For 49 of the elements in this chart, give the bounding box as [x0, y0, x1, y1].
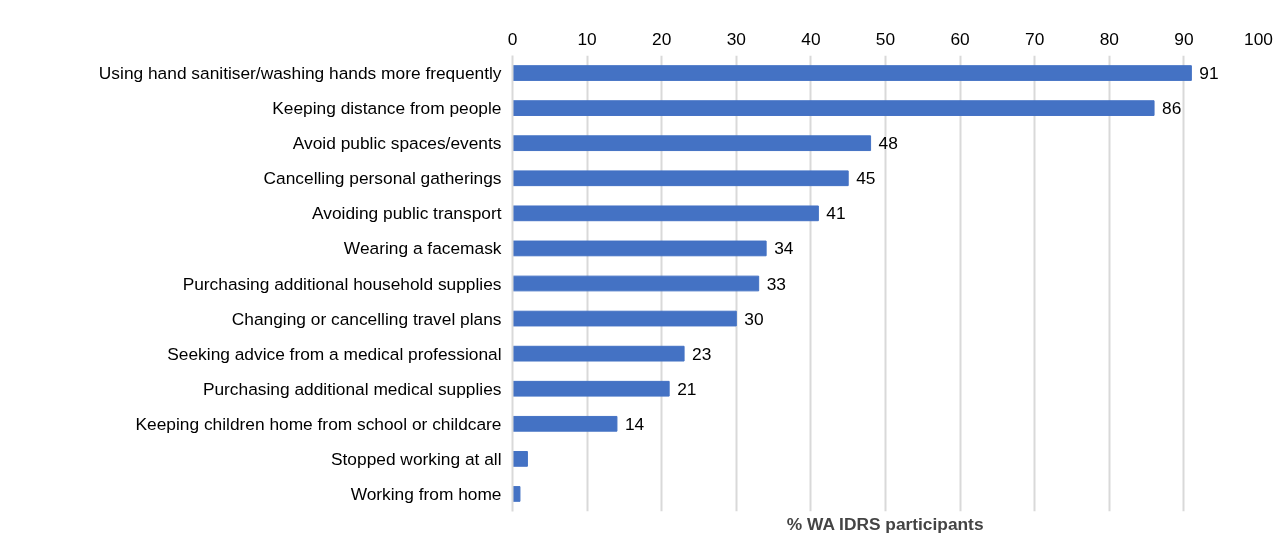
bar	[512, 380, 670, 397]
bar	[512, 415, 618, 432]
y-tick-label: Seeking advice from a medical professional	[167, 343, 502, 364]
bar	[512, 100, 1155, 116]
y-tick-label: Avoiding public transport	[312, 203, 502, 224]
y-tick-label: Cancelling personal gatherings	[263, 168, 502, 189]
bar	[512, 65, 1192, 81]
x-tick-label: 30	[726, 28, 746, 49]
data-label: 91	[1199, 63, 1219, 84]
y-tick-label: Purchasing additional medical supplies	[202, 378, 502, 399]
y-tick-label: Stopped working at all	[331, 448, 502, 469]
y-tick-label: Working from home	[350, 483, 502, 504]
data-label: 48	[878, 133, 898, 154]
data-label: 86	[1162, 98, 1182, 119]
bar	[512, 275, 760, 292]
y-tick-label: Using hand sanitiser/washing hands more frequently	[98, 63, 502, 84]
bar	[512, 135, 872, 152]
x-tick-label: 50	[875, 28, 896, 49]
data-label: 45	[856, 168, 876, 189]
y-tick-label: Wearing a facemask	[343, 238, 502, 259]
data-label: 21	[677, 378, 697, 399]
data-label: 34	[774, 238, 794, 259]
bar	[512, 486, 521, 502]
bar	[512, 451, 528, 467]
data-label: 23	[692, 343, 712, 364]
data-label: 33	[766, 273, 786, 294]
bar	[512, 345, 685, 362]
data-label: 30	[744, 308, 764, 329]
y-tick-label: Purchasing additional household supplies	[182, 273, 502, 294]
bar	[512, 205, 819, 222]
x-axis-title: % WA IDRS participants	[786, 513, 984, 534]
x-tick-label: 80	[1099, 28, 1119, 49]
x-tick-label: 70	[1025, 28, 1045, 49]
bar	[512, 310, 737, 327]
x-tick-label: 10	[577, 28, 597, 49]
x-tick-label: 0	[507, 28, 518, 49]
data-label: 41	[826, 203, 846, 224]
x-tick-label: 60	[950, 28, 970, 49]
data-label: 14	[624, 413, 645, 434]
y-tick-label: Keeping distance from people	[272, 98, 502, 119]
bar	[512, 170, 849, 187]
x-tick-label: 90	[1174, 28, 1194, 49]
y-tick-label: Changing or cancelling travel plans	[231, 308, 502, 329]
x-tick-label: 40	[801, 28, 821, 49]
y-tick-label: Keeping children home from school or childcare	[135, 413, 502, 434]
bar	[512, 240, 767, 257]
y-tick-label: Avoid public spaces/events	[292, 133, 502, 154]
x-tick-label: 100	[1244, 28, 1273, 49]
x-tick-label: 20	[652, 28, 672, 49]
